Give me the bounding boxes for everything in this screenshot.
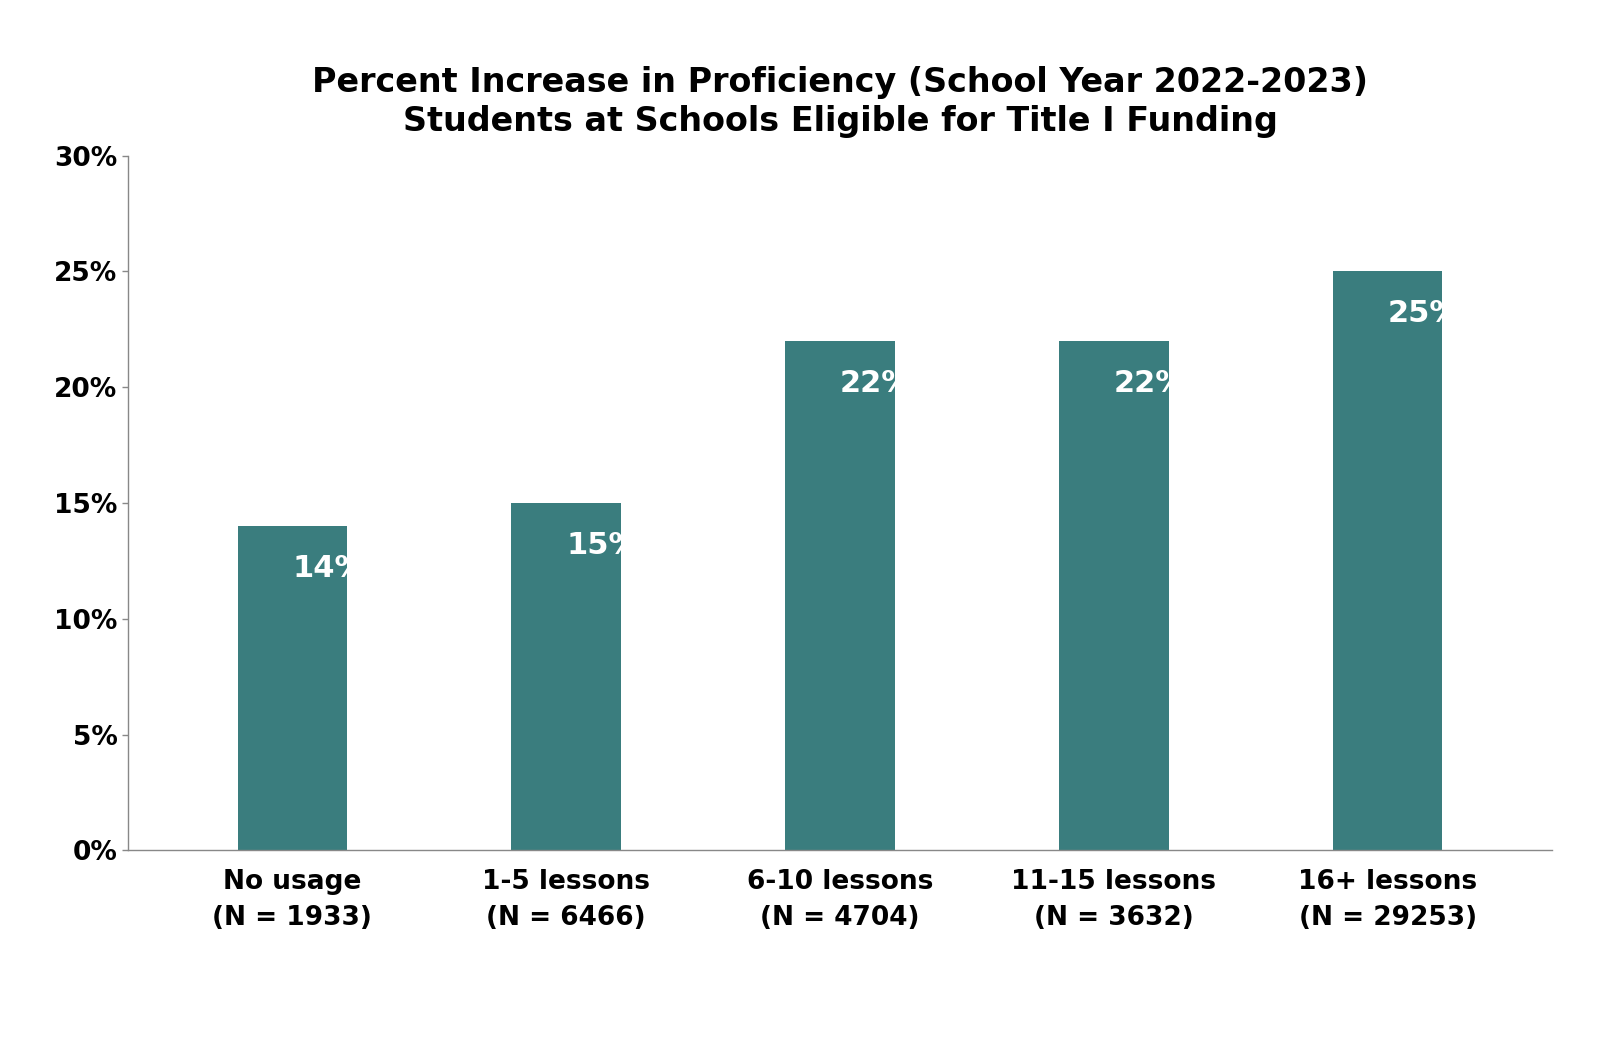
Bar bbox=[786, 341, 894, 850]
Text: 22%: 22% bbox=[1114, 368, 1187, 397]
Text: 22%: 22% bbox=[840, 368, 914, 397]
Title: Percent Increase in Proficiency (School Year 2022-2023)
Students at Schools Elig: Percent Increase in Proficiency (School … bbox=[312, 66, 1368, 138]
Bar bbox=[1333, 272, 1443, 850]
Bar bbox=[237, 526, 347, 850]
Text: 25%: 25% bbox=[1387, 299, 1461, 328]
Text: 15%: 15% bbox=[566, 531, 640, 560]
Text: 14%: 14% bbox=[293, 554, 365, 583]
Bar bbox=[1059, 341, 1168, 850]
Bar bbox=[512, 503, 621, 850]
